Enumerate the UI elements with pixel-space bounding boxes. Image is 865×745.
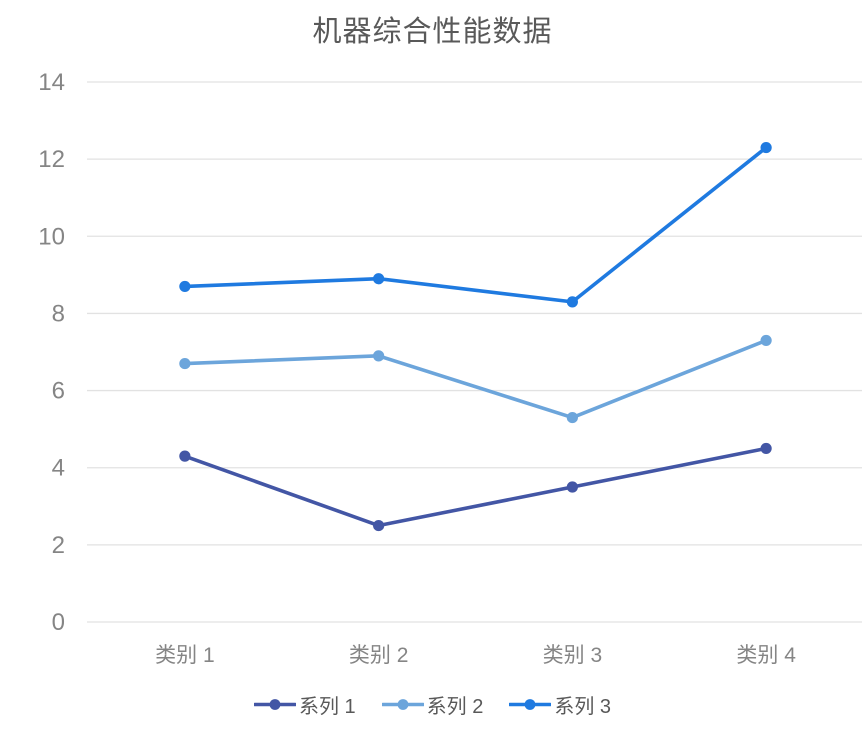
legend-line-marker-icon [509,699,552,710]
legend-marker-dot [397,699,409,710]
series-2-data-point [373,350,385,362]
legend-item-series-3: 系列 3 [509,690,611,719]
legend-marker-dot [269,699,281,710]
y-tick-label: 2 [52,532,65,559]
x-tick-label: 类别 2 [349,644,409,667]
y-tick-label: 8 [52,300,65,327]
series-3-data-point [179,280,191,293]
legend-item-series-1: 系列 1 [253,690,356,719]
series-2-data-point [179,357,191,370]
y-tick-label: 12 [38,146,65,173]
series-3-data-point [373,273,385,285]
legend-label: 系列 1 [298,696,356,718]
plot-area: 0 2 4 6 8 10 12 14 类别 1 类别 2 类别 3 类别 4 [38,69,862,667]
series-2-data-point [760,334,772,347]
legend-label: 系列 3 [554,696,612,718]
series-1-data-point [373,519,385,532]
series-2-data-point [566,411,578,424]
series-2-line [183,338,768,420]
x-tick-label: 类别 1 [155,644,215,667]
series-3-data-point [566,296,578,308]
series-3-line [183,145,768,304]
series-1-data-point [179,450,191,462]
legend-label: 系列 2 [426,696,484,718]
y-tick-label: 10 [38,223,65,250]
x-tick-label: 类别 3 [543,644,603,667]
series-1-data-point [760,442,772,455]
y-tick-label: 6 [52,378,65,405]
y-tick-label: 0 [52,609,65,636]
y-tick-label: 14 [38,69,65,96]
y-tick-label: 4 [52,455,65,482]
chart-title: 机器综合性能数据 [312,16,553,48]
series-3-data-point [760,141,772,154]
legend: 系列 1 系列 2 系列 3 [0,690,865,719]
series-1-data-point [566,481,578,493]
x-tick-label: 类别 4 [736,644,796,667]
legend-marker-dot [524,699,536,710]
legend-item-series-2: 系列 2 [381,690,484,719]
legend-line-marker-icon [253,699,296,710]
series-1-line [183,446,768,528]
legend-line-marker-icon [381,699,424,710]
